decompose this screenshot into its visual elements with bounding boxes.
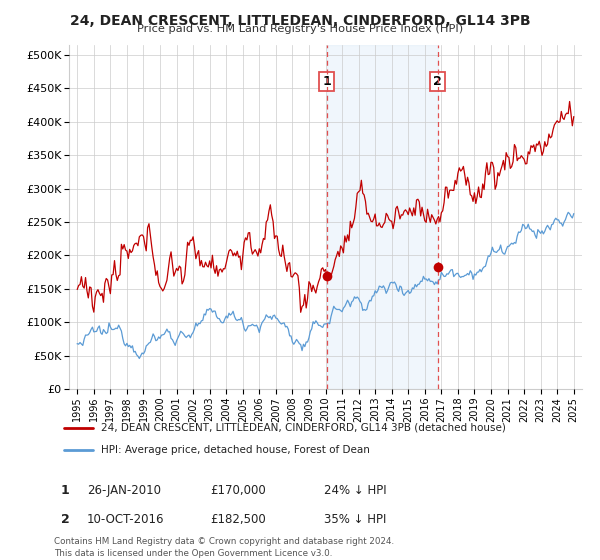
Text: 2: 2	[61, 513, 70, 526]
Text: 24% ↓ HPI: 24% ↓ HPI	[324, 484, 386, 497]
Text: 24, DEAN CRESCENT, LITTLEDEAN, CINDERFORD, GL14 3PB: 24, DEAN CRESCENT, LITTLEDEAN, CINDERFOR…	[70, 14, 530, 28]
Text: Contains HM Land Registry data © Crown copyright and database right 2024.
This d: Contains HM Land Registry data © Crown c…	[54, 537, 394, 558]
Text: 1: 1	[322, 75, 331, 88]
Text: £170,000: £170,000	[210, 484, 266, 497]
Text: 35% ↓ HPI: 35% ↓ HPI	[324, 513, 386, 526]
Text: HPI: Average price, detached house, Forest of Dean: HPI: Average price, detached house, Fore…	[101, 445, 370, 455]
Text: Price paid vs. HM Land Registry's House Price Index (HPI): Price paid vs. HM Land Registry's House …	[137, 24, 463, 34]
Text: £182,500: £182,500	[210, 513, 266, 526]
Bar	[326, 45, 437, 389]
Text: 24, DEAN CRESCENT, LITTLEDEAN, CINDERFORD, GL14 3PB (detached house): 24, DEAN CRESCENT, LITTLEDEAN, CINDERFOR…	[101, 423, 506, 433]
Text: 2: 2	[433, 75, 442, 88]
Text: 26-JAN-2010: 26-JAN-2010	[87, 484, 161, 497]
Text: 10-OCT-2016: 10-OCT-2016	[87, 513, 164, 526]
Text: 1: 1	[61, 484, 70, 497]
